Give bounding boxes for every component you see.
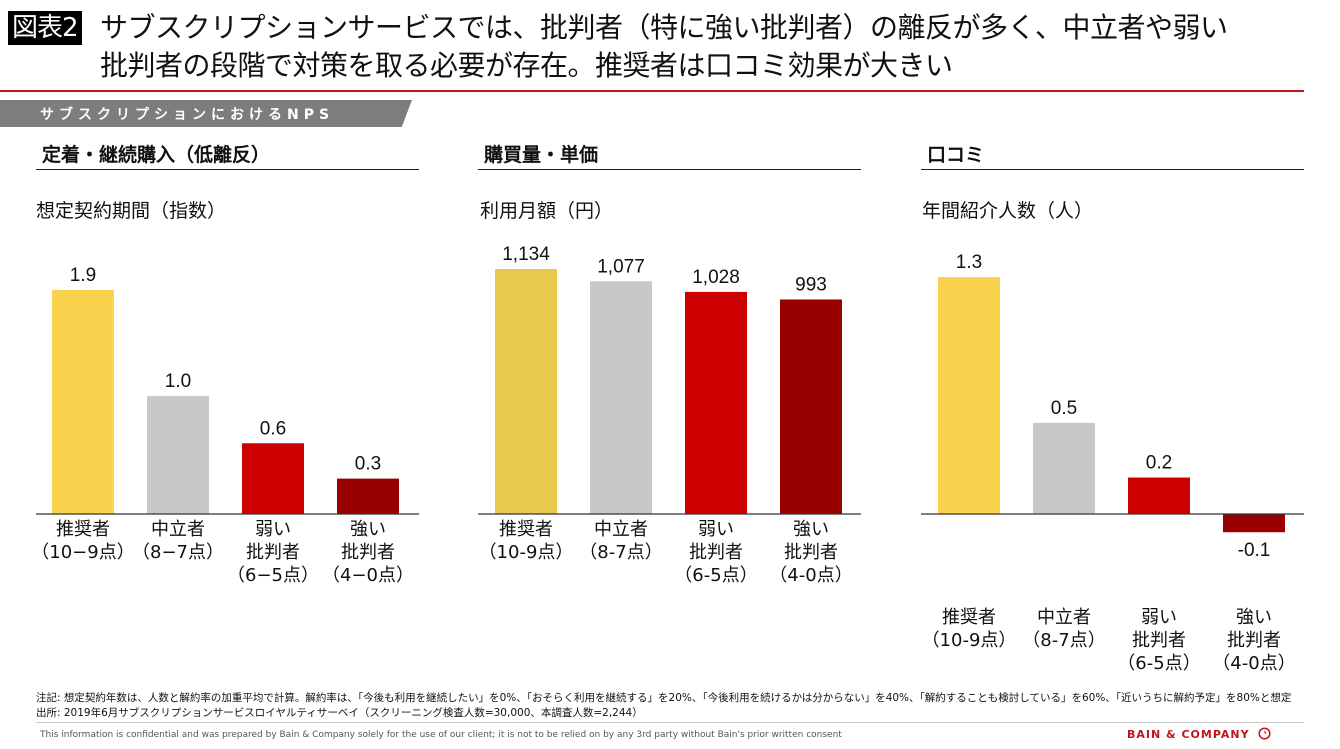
category-label: 中立者: [1037, 607, 1091, 628]
data-label: 1.0: [165, 371, 191, 392]
confidentiality-notice: This information is confidential and was…: [40, 730, 842, 740]
logo-text: BAIN & COMPANY: [1127, 728, 1250, 741]
category-label: （6-5点）: [674, 565, 757, 586]
category-label: （10−9点）: [31, 542, 134, 563]
data-label: -0.1: [1238, 540, 1271, 561]
footer-divider: [36, 722, 1304, 723]
category-label: 弱い: [1141, 607, 1177, 628]
category-label: （8−7点）: [132, 542, 224, 563]
bar: [1223, 514, 1285, 533]
figure-badge: 図表2: [8, 11, 82, 45]
data-label: 993: [795, 274, 827, 295]
category-label: 中立者: [151, 519, 205, 540]
bar: [1128, 477, 1190, 514]
footnote-source: 出所: 2019年6月サブスクリプションサービスロイヤルティサーベイ（スクリーニ…: [36, 707, 643, 719]
category-label: 批判者: [1132, 630, 1186, 651]
data-label: 1.3: [956, 252, 982, 273]
data-label: 1.9: [70, 265, 96, 286]
bar: [52, 290, 114, 514]
category-label: 推奨者: [56, 519, 110, 540]
data-label: 1,028: [692, 267, 740, 288]
data-label: 0.5: [1051, 398, 1077, 419]
metric-label-spend: 利用月額（円）: [480, 200, 614, 222]
section-banner: サブスクリプションにおけるNPS: [0, 100, 412, 127]
bar: [590, 281, 652, 514]
metric-label-referrals: 年間紹介人数（人）: [922, 200, 1094, 222]
bar: [495, 269, 557, 514]
data-label: 0.6: [260, 418, 286, 439]
bar: [1033, 422, 1095, 514]
title-divider: [0, 90, 1304, 92]
category-label: 批判者: [246, 542, 300, 563]
bar: [938, 277, 1000, 514]
category-label: 批判者: [341, 542, 395, 563]
section-divider: [478, 169, 861, 170]
section-divider: [921, 169, 1304, 170]
category-label: 批判者: [784, 542, 838, 563]
company-logo: BAIN & COMPANY: [1127, 727, 1271, 743]
title-line-1: サブスクリプションサービスでは、批判者（特に強い批判者）の離反が多く、中立者や弱…: [100, 11, 1228, 44]
category-label: （10-9点）: [922, 630, 1017, 651]
data-label: 1,134: [502, 244, 550, 265]
data-label: 0.3: [355, 454, 381, 475]
metric-label-retention: 想定契約期間（指数）: [36, 200, 227, 222]
category-label: 推奨者: [942, 607, 996, 628]
bar: [242, 443, 304, 514]
category-label: （4−0点）: [322, 565, 414, 586]
compass-icon: [1258, 727, 1271, 743]
bar: [337, 478, 399, 514]
category-label: 強い: [350, 519, 386, 540]
category-label: （8-7点）: [579, 542, 662, 563]
bar: [780, 299, 842, 514]
category-label: 弱い: [255, 519, 291, 540]
category-label: 推奨者: [499, 519, 553, 540]
banner-label: サブスクリプションにおけるNPS: [40, 107, 335, 123]
bar: [147, 396, 209, 514]
category-label: （4-0点）: [1212, 653, 1295, 674]
category-label: 批判者: [1227, 630, 1281, 651]
category-label: （6−5点）: [227, 565, 319, 586]
data-label: 1,077: [597, 256, 645, 277]
section-heading-spend: 購買量・単価: [484, 144, 599, 166]
category-label: （8-7点）: [1022, 630, 1105, 651]
section-divider: [36, 169, 419, 170]
category-label: （10-9点）: [479, 542, 574, 563]
bar: [685, 291, 747, 514]
category-label: （4-0点）: [769, 565, 852, 586]
category-label: 強い: [1236, 607, 1272, 628]
title-line-2: 批判者の段階で対策を取る必要が存在。推奨者は口コミ効果が大きい: [100, 49, 953, 82]
data-label: 0.2: [1146, 453, 1172, 474]
section-heading-word-of-mouth: 口コミ: [927, 144, 985, 166]
category-label: 弱い: [698, 519, 734, 540]
section-heading-retention: 定着・継続購入（低離反）: [42, 144, 271, 166]
category-label: （6-5点）: [1117, 653, 1200, 674]
category-label: 批判者: [689, 542, 743, 563]
footnote-note: 注記: 想定契約年数は、人数と解約率の加重平均で計算。解約率は、「今後も利用を継…: [36, 692, 1292, 704]
category-label: 強い: [793, 519, 829, 540]
category-label: 中立者: [594, 519, 648, 540]
